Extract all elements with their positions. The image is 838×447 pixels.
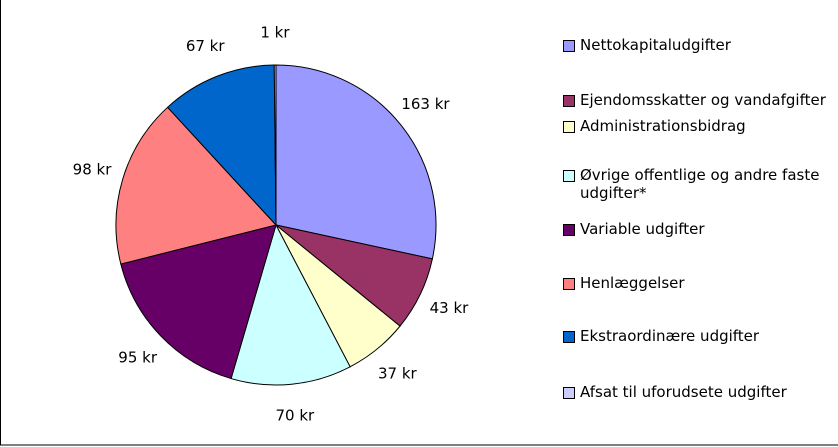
legend-item: Ejendomsskatter og vandafgifter: [563, 91, 833, 109]
legend-label: Ejendomsskatter og vandafgifter: [580, 91, 826, 109]
legend-swatch: [563, 121, 575, 133]
legend-item: Nettokapitaludgifter: [563, 36, 833, 54]
legend-label: Øvrige offentlige og andre faste udgifte…: [580, 166, 820, 202]
pie-slice: [230, 223, 351, 386]
legend-swatch: [563, 331, 575, 343]
legend-label: Ekstraordinære udgifter: [580, 327, 760, 345]
legend-item: Afsat til uforudsete udgifter: [563, 383, 833, 401]
legend-item: Henlæggelser: [563, 274, 833, 292]
legend-item: Ekstraordinære udgifter: [563, 327, 833, 345]
pie-slice: [166, 64, 277, 227]
legend-label: Variable udgifter: [580, 220, 705, 238]
data-label: 43 kr: [430, 299, 470, 317]
legend-label: Administrationsbidrag: [580, 117, 746, 135]
pie-slice: [275, 64, 437, 260]
legend-label: Henlæggelser: [580, 274, 685, 292]
legend-item: Administrationsbidrag: [563, 117, 833, 135]
pie-slice: [273, 64, 277, 226]
data-label: 163 kr: [401, 95, 450, 113]
data-label: 95 kr: [118, 349, 158, 367]
legend-item: Øvrige offentlige og andre faste udgifte…: [563, 166, 833, 202]
legend-swatch: [563, 278, 575, 290]
legend-swatch: [563, 387, 575, 399]
pie-slice: [115, 106, 277, 265]
data-label: 37 kr: [378, 364, 418, 382]
legend-swatch: [563, 170, 575, 182]
legend-swatch: [563, 224, 575, 236]
data-label: 1 kr: [260, 24, 290, 42]
data-label: 98 kr: [73, 161, 113, 179]
legend-swatch: [563, 95, 575, 107]
legend-swatch: [563, 40, 575, 52]
legend-label: Afsat til uforudsete udgifter: [580, 383, 787, 401]
pie-slice: [120, 224, 277, 380]
legend-item: Variable udgifter: [563, 220, 833, 238]
legend-label: Nettokapitaludgifter: [580, 36, 731, 54]
data-label: 70 kr: [276, 407, 316, 425]
data-label: 67 kr: [186, 37, 226, 55]
